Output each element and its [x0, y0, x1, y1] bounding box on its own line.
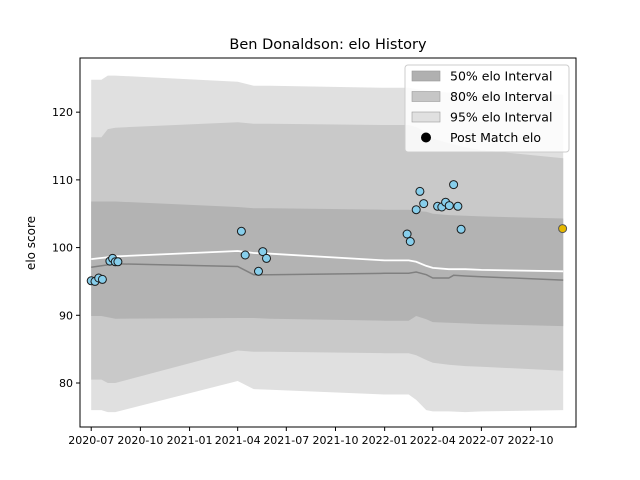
match-point: [415, 186, 425, 196]
y-tick-label: 90: [59, 309, 73, 322]
match-point: [240, 250, 250, 260]
x-tick-label: 2021-04: [215, 434, 261, 447]
x-tick-label: 2020-07: [68, 434, 114, 447]
legend-label: 80% elo Interval: [450, 89, 552, 104]
axes-frame: [79, 57, 577, 428]
mean-line: [91, 250, 564, 273]
chart-title: Ben Donaldson: elo History: [229, 37, 427, 53]
match-point: [97, 274, 107, 284]
legend-marker: [421, 132, 431, 143]
x-tick-label: 2021-07: [263, 434, 309, 447]
x-tick-label: 2022-07: [458, 434, 504, 447]
match-point: [419, 199, 429, 209]
match-point: [453, 201, 463, 211]
x-tick-label: 2022-04: [410, 434, 456, 447]
plot-area: [86, 75, 568, 413]
band-50-area: [91, 201, 564, 327]
y-axis: 80 90 100 110 120: [52, 106, 80, 390]
match-point: [456, 224, 466, 234]
match-point: [262, 253, 271, 263]
x-tick-label: 2022-10: [508, 434, 554, 447]
legend-swatch: [411, 70, 441, 82]
y-tick-label: 120: [52, 106, 73, 119]
legend-swatch: [411, 111, 441, 123]
legend-swatch: [411, 91, 441, 102]
x-tick-label: 2020-10: [117, 434, 163, 447]
x-tick-label: 2021-10: [312, 434, 358, 447]
match-point: [405, 237, 415, 246]
y-tick-label: 80: [59, 377, 73, 390]
y-tick-label: 100: [52, 242, 73, 255]
match-point: [411, 205, 421, 215]
current-elo-point: [558, 224, 568, 234]
match-point: [402, 229, 412, 239]
y-tick-label: 110: [52, 174, 73, 187]
x-tick-label: 2022-01: [362, 434, 408, 447]
legend: 50% elo Interval 80% elo Interval 95% elo …: [404, 64, 570, 153]
x-tick-label: 2021-01: [167, 434, 213, 447]
match-point: [444, 201, 454, 211]
legend-label: 50% elo Interval: [450, 69, 552, 84]
match-point: [258, 247, 268, 257]
x-axis: 2020-07 2020-10 2021-01 2021-04 2021-07 2021-…: [68, 427, 554, 447]
match-point: [236, 226, 246, 236]
match-point: [449, 180, 459, 190]
legend-label: 95% elo Interval: [450, 110, 552, 125]
match-point: [113, 257, 123, 267]
match-point: [254, 266, 263, 276]
lower-line: [91, 263, 564, 281]
legend-box: [404, 64, 570, 153]
legend-label: Post Match elo: [450, 130, 541, 145]
y-axis-title: elo score: [24, 216, 38, 270]
